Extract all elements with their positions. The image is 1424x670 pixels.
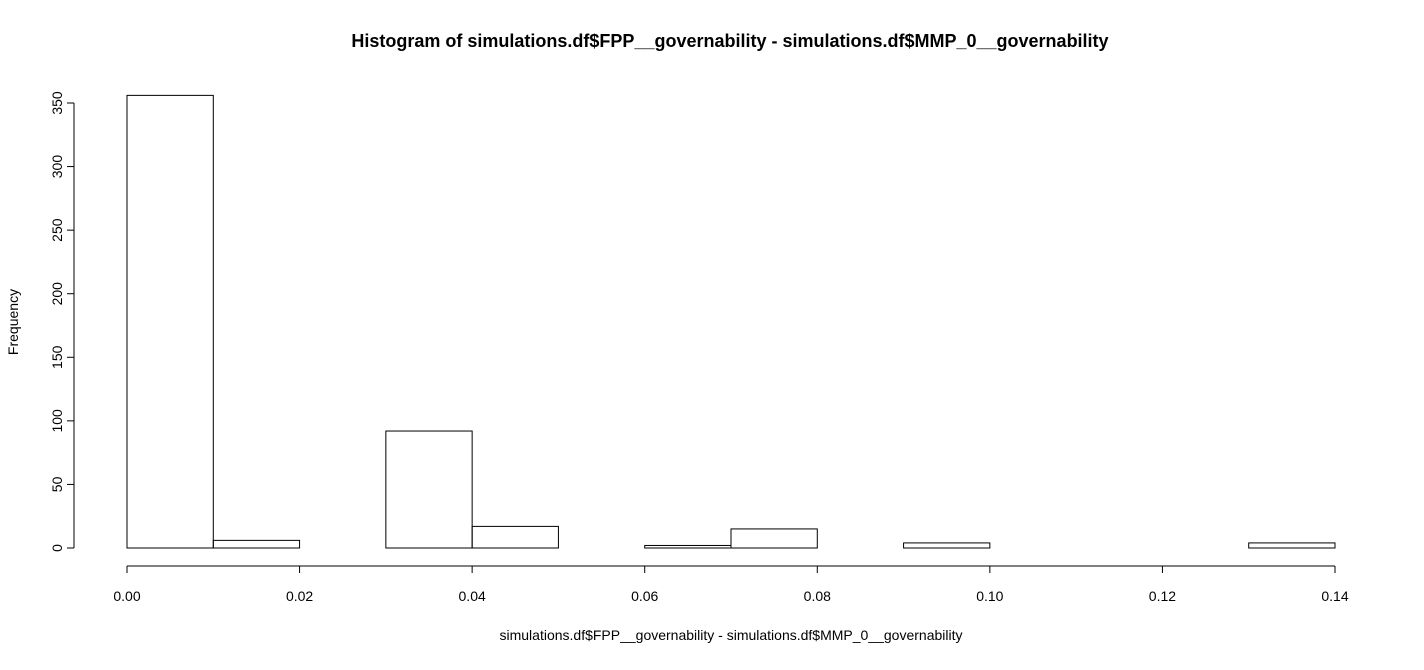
x-tick-label: 0.00 <box>113 588 140 604</box>
histogram-bar-0 <box>126 94 214 549</box>
x-tick-label: 0.06 <box>631 588 658 604</box>
x-tick-label: 0.02 <box>286 588 313 604</box>
x-tick-label: 0.08 <box>804 588 831 604</box>
histogram-bar-4 <box>471 525 559 549</box>
y-tick-label: 250 <box>49 218 65 242</box>
histogram-bar-6 <box>644 544 732 549</box>
x-tick-label: 0.12 <box>1149 588 1176 604</box>
y-tick-label: 350 <box>49 91 65 115</box>
x-tick-label: 0.10 <box>976 588 1003 604</box>
histogram-bar-9 <box>903 542 991 549</box>
chart-title: Histogram of simulations.df$FPP__governa… <box>351 31 1108 51</box>
y-axis-label: Frequency <box>5 289 21 355</box>
y-tick-label: 50 <box>49 476 65 492</box>
histogram-bar-3 <box>385 430 473 549</box>
y-tick-label: 200 <box>49 282 65 306</box>
y-tick-label: 300 <box>49 155 65 179</box>
histogram-bar-1 <box>212 539 301 549</box>
y-tick-label: 150 <box>49 345 65 369</box>
y-tick-label: 100 <box>49 409 65 433</box>
x-tick-label: 0.14 <box>1321 588 1348 604</box>
histogram-bar-7 <box>730 528 818 549</box>
y-axis-ticks: 0 50 100 150 200 250 300 350 <box>49 91 74 552</box>
x-tick-label: 0.04 <box>459 588 486 604</box>
histogram-bars <box>126 94 1336 549</box>
histogram-bar-13 <box>1248 542 1336 549</box>
x-axis-ticks: 0.00 0.02 0.04 0.06 0.08 0.10 0.12 0.14 <box>113 566 1349 604</box>
y-tick-label: 0 <box>49 544 65 552</box>
x-axis-label: simulations.df$FPP__governability - simu… <box>499 627 962 643</box>
